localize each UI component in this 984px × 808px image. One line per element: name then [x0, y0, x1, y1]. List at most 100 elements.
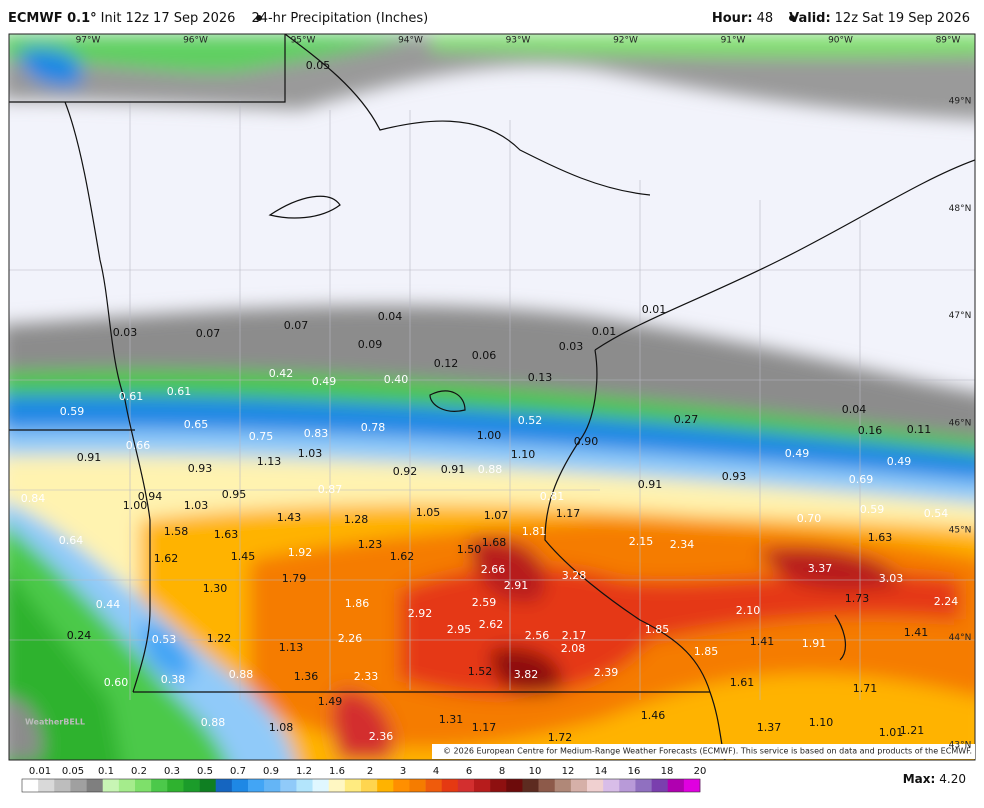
- legend-label: 18: [661, 766, 674, 777]
- legend-swatch: [344, 779, 362, 792]
- precip-label: 1.85: [694, 645, 719, 658]
- precip-label: 1.08: [269, 721, 294, 734]
- precip-label: 0.24: [67, 629, 92, 642]
- legend-swatch: [151, 779, 168, 792]
- precip-label: 0.91: [77, 451, 102, 464]
- precip-label: 1.00: [123, 499, 148, 512]
- longitude-label: 95°W: [291, 36, 316, 46]
- legend-swatch: [635, 779, 652, 792]
- precip-label: 1.17: [472, 721, 497, 734]
- legend-swatch: [522, 779, 539, 792]
- precip-label: 0.01: [592, 325, 617, 338]
- precip-label: 0.75: [249, 430, 274, 443]
- legend-frame: [21, 778, 701, 793]
- legend-label: 0.01: [29, 766, 51, 777]
- precip-label: 1.68: [482, 536, 507, 549]
- latitude-label: 43°N: [949, 740, 972, 750]
- precip-label: 0.94: [138, 490, 163, 503]
- legend-swatch: [312, 779, 330, 792]
- max-info: Max: 4.20: [903, 772, 966, 786]
- precip-label: 1.43: [277, 511, 302, 524]
- precip-label: 1.85: [645, 623, 670, 636]
- legend-label: 10: [529, 766, 542, 777]
- legend-label: 0.2: [131, 766, 147, 777]
- precip-label: 1.03: [298, 447, 323, 460]
- precip-label: 0.93: [722, 470, 747, 483]
- precip-label: 0.70: [797, 512, 822, 525]
- legend-swatch: [651, 779, 669, 792]
- latitude-label: 46°N: [949, 418, 972, 428]
- precip-label: 3.37: [808, 562, 833, 575]
- legend-label: 4: [433, 766, 439, 777]
- legend-swatch: [22, 779, 39, 792]
- legend-swatch: [102, 779, 120, 792]
- legend-label: 6: [466, 766, 472, 777]
- legend-swatch: [457, 779, 475, 792]
- precip-label: 2.92: [408, 607, 433, 620]
- legend-swatch: [167, 779, 184, 792]
- precip-label: 1.01: [879, 726, 904, 739]
- precip-label: 0.78: [361, 421, 386, 434]
- precip-label: 0.64: [59, 534, 84, 547]
- precip-label: 1.91: [802, 637, 827, 650]
- precip-label: 0.69: [849, 473, 874, 486]
- legend-swatch: [619, 779, 636, 792]
- precip-label: 0.49: [887, 455, 912, 468]
- precip-label: 0.40: [384, 373, 409, 386]
- legend-swatch: [683, 779, 701, 792]
- latitude-label: 47°N: [949, 311, 972, 321]
- bullet: [789, 15, 795, 21]
- precip-label: 1.45: [231, 550, 256, 563]
- precip-label: 0.44: [96, 598, 121, 611]
- legend-swatch: [86, 779, 104, 792]
- legend-swatch: [118, 779, 136, 792]
- legend-swatch: [538, 779, 556, 792]
- precip-label: 0.11: [907, 423, 932, 436]
- precip-label: 1.71: [853, 682, 878, 695]
- legend-label: 0.7: [230, 766, 246, 777]
- precip-label: 1.10: [511, 448, 536, 461]
- precip-label: 2.95: [447, 623, 472, 636]
- precip-label: 1.73: [845, 592, 870, 605]
- precip-label: 0.05: [306, 59, 331, 72]
- latitude-label: 49°N: [949, 97, 972, 107]
- legend-label: 8: [499, 766, 505, 777]
- legend-swatch: [603, 779, 620, 792]
- legend-label: 2: [367, 766, 373, 777]
- precip-label: 1.21: [900, 724, 925, 737]
- longitude-label: 97°W: [76, 36, 101, 46]
- precip-label: 0.27: [674, 413, 699, 426]
- precip-label: 0.65: [184, 418, 209, 431]
- precip-label: 1.22: [207, 632, 232, 645]
- precip-label: 0.38: [161, 673, 186, 686]
- precip-label: 1.49: [318, 695, 343, 708]
- precip-label: 0.12: [434, 357, 459, 370]
- precip-label: 0.93: [188, 462, 213, 475]
- longitude-label: 92°W: [613, 36, 638, 46]
- model: ECMWF 0.1° Init 12z 17 Sep 2026 24-hr Prec…: [8, 11, 428, 26]
- precip-label: 1.41: [750, 635, 775, 648]
- precip-label: 0.59: [60, 405, 85, 418]
- legend-label: 20: [694, 766, 707, 777]
- legend-swatch: [54, 779, 71, 792]
- precip-label: 2.91: [504, 579, 529, 592]
- longitude-label: 91°W: [721, 36, 746, 46]
- precip-label: 0.49: [312, 375, 337, 388]
- copyright-box: [432, 744, 975, 759]
- precip-label: 2.26: [338, 632, 363, 645]
- legend-swatch: [328, 779, 346, 792]
- precip-label: 0.88: [478, 463, 503, 476]
- precip-label: 1.52: [468, 665, 493, 678]
- precip-label: 1.50: [457, 543, 482, 556]
- legend-swatch: [361, 779, 378, 792]
- precip-label: 2.17: [562, 629, 587, 642]
- precip-label: 0.83: [304, 427, 329, 440]
- legend-swatch: [296, 779, 313, 792]
- legend-label: 0.3: [164, 766, 180, 777]
- legend-swatch: [393, 779, 410, 792]
- precip-label: 0.06: [472, 349, 497, 362]
- precip-label: 0.54: [924, 507, 949, 520]
- legend-swatch: [248, 779, 265, 792]
- legend-swatch: [264, 779, 281, 792]
- precip-label: 0.01: [642, 303, 667, 316]
